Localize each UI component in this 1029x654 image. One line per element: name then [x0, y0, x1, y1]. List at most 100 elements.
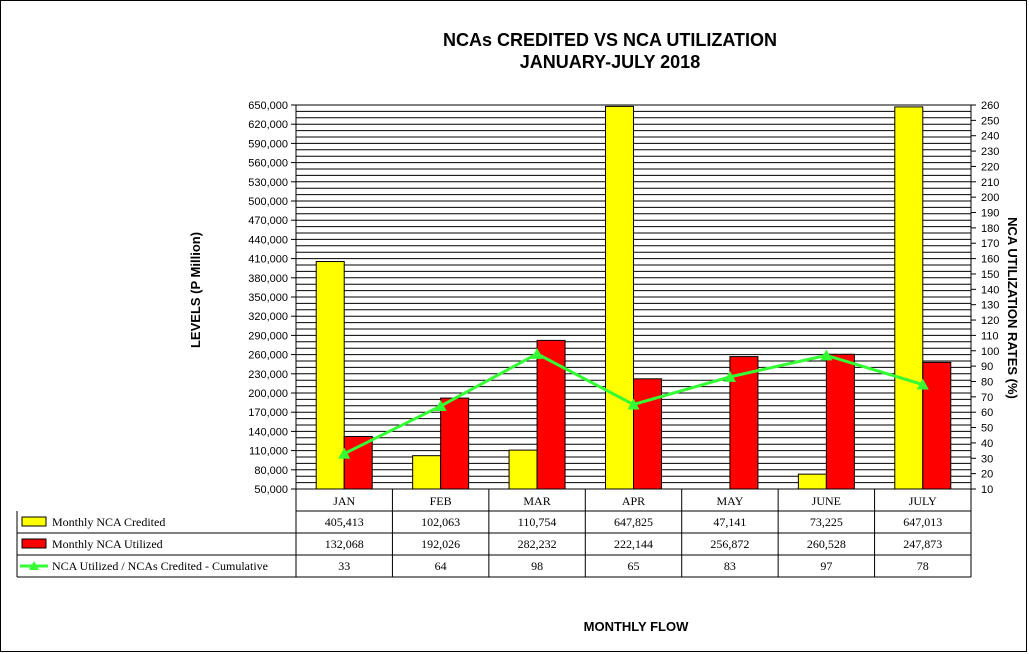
table-cell: 647,013: [903, 515, 942, 529]
y2-tick-label: 250: [981, 115, 999, 127]
bar-utilized: [440, 397, 470, 490]
y-tick-label: 530,000: [248, 177, 288, 189]
y2-axis-label: NCA UTILIZATION RATES (%): [1005, 217, 1020, 399]
bar-credited: [508, 449, 538, 490]
utilization-marker: [531, 347, 544, 359]
data-table: JAN FEB MAR APR MAY JUNE JULY Monthly NCA Credi…: [16, 489, 972, 578]
table-cell: 405,413: [325, 515, 364, 529]
table-cell: 132,068: [325, 537, 364, 551]
table-cell: 256,872: [710, 537, 749, 551]
y-tick-label: 440,000: [248, 234, 288, 246]
bar-utilized: [825, 353, 855, 490]
y2-tick-label: 60: [981, 407, 993, 419]
legend-key-credited: [21, 516, 47, 527]
y-tick-label: 290,000: [248, 330, 288, 342]
y-tick-label: 620,000: [248, 119, 288, 131]
y2-tick-label: 130: [981, 300, 999, 312]
y2-tick-label: 20: [981, 469, 993, 481]
utilization-marker: [723, 370, 736, 382]
y2-tick-label: 140: [981, 284, 999, 296]
y2-tick-label: 170: [981, 238, 999, 250]
table-cell: 247,873: [903, 537, 942, 551]
axes-layer: 50,000 80,000 110,000 140,000 170,000 200,000…: [248, 100, 999, 496]
bar-utilized: [343, 435, 373, 490]
legend-key-utilized: [21, 538, 47, 549]
y2-tick-label: 210: [981, 177, 999, 189]
y-tick-label: 80,000: [254, 465, 288, 477]
y2-tick-label: 200: [981, 192, 999, 204]
legend-key-marker: [29, 561, 39, 570]
y2-tick-label: 180: [981, 223, 999, 235]
y-tick-label: 410,000: [248, 254, 288, 266]
chart-title: NCAs CREDITED VS NCA UTILIZATION: [442, 30, 777, 50]
x-tick-label: JUNE: [812, 494, 841, 508]
y2-tick-label: 50: [981, 423, 993, 435]
y-tick-label: 590,000: [248, 138, 288, 150]
y-tick-label: 200,000: [248, 388, 288, 400]
y-axis-label: LEVELS (P Million): [188, 232, 203, 348]
table-cell: 64: [435, 559, 447, 573]
y-tick-label: 500,000: [248, 196, 288, 208]
y-tick-label: 140,000: [248, 426, 288, 438]
table-cell: 192,026: [421, 537, 460, 551]
table-cell: 73,225: [810, 515, 843, 529]
table-cell: 83: [724, 559, 736, 573]
y2-tick-label: 100: [981, 346, 999, 358]
table-cell: 282,232: [518, 537, 557, 551]
y2-tick-label: 230: [981, 146, 999, 158]
table-cell: 97: [820, 559, 832, 573]
bars-layer: [315, 105, 952, 490]
y-tick-label: 380,000: [248, 273, 288, 285]
utilization-marker: [916, 378, 929, 390]
utilization-marker: [627, 398, 640, 410]
x-tick-label: MAR: [523, 494, 550, 508]
x-tick-label: APR: [622, 494, 645, 508]
y2-tick-label: 10: [981, 484, 993, 496]
bar-credited: [315, 261, 345, 490]
x-tick-label: FEB: [430, 494, 452, 508]
utilization-marker: [434, 400, 447, 412]
table-cell: 222,144: [614, 537, 653, 551]
utilization-marker: [820, 349, 833, 361]
table-cell: 78: [917, 559, 929, 573]
y-tick-label: 470,000: [248, 215, 288, 227]
table-cell: 65: [628, 559, 640, 573]
y2-tick-label: 240: [981, 131, 999, 143]
table-cell: 98: [531, 559, 543, 573]
utilization-marker: [338, 447, 351, 459]
y2-tick-label: 40: [981, 438, 993, 450]
y2-tick-label: 80: [981, 376, 993, 388]
y-tick-label: 560,000: [248, 158, 288, 170]
y2-tick-label: 160: [981, 254, 999, 266]
bar-credited: [894, 106, 924, 490]
bar-utilized: [729, 356, 759, 490]
x-tick-label: JULY: [909, 494, 937, 508]
y-tick-label: 110,000: [249, 446, 288, 458]
bar-credited: [412, 455, 442, 490]
table-cell: 260,528: [807, 537, 846, 551]
table-cell: 33: [338, 559, 350, 573]
y2-tick-label: 220: [981, 161, 999, 173]
table-cell: 647,825: [614, 515, 653, 529]
y2-tick-label: 90: [981, 361, 993, 373]
chart-subtitle: JANUARY-JULY 2018: [519, 52, 701, 72]
y-tick-label: 650,000: [248, 100, 288, 112]
line-layer: [338, 347, 929, 459]
legend-label: Monthly NCA Credited: [52, 515, 165, 529]
y2-tick-label: 70: [981, 392, 993, 404]
table-cell: 110,754: [518, 515, 557, 529]
y-tick-label: 320,000: [248, 311, 288, 323]
y-tick-label: 260,000: [248, 350, 288, 362]
y2-tick-label: 30: [981, 453, 993, 465]
bar-utilized: [922, 361, 952, 490]
y2-tick-label: 150: [981, 269, 999, 281]
y-tick-label: 350,000: [248, 292, 288, 304]
table-cell: 102,063: [421, 515, 460, 529]
y-tick-label: 230,000: [248, 369, 288, 381]
legend-label: Monthly NCA Utilized: [52, 537, 163, 551]
y2-tick-label: 190: [981, 208, 999, 220]
y-tick-label: 170,000: [248, 407, 288, 419]
table-cell: 47,141: [713, 515, 746, 529]
